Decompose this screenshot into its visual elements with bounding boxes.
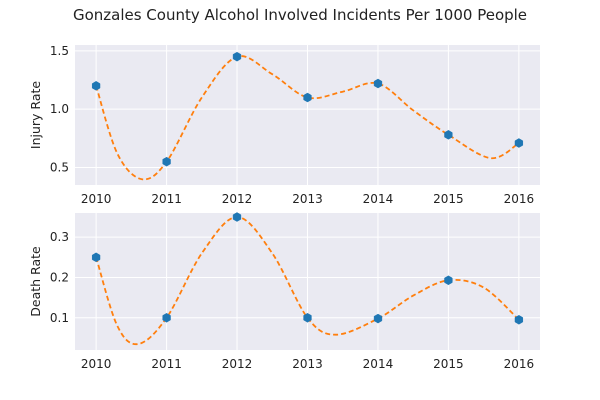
death-xtick-label: 2012 bbox=[222, 357, 253, 371]
death-data-point bbox=[162, 313, 171, 323]
injury-data-point bbox=[232, 51, 242, 62]
death-xtick-label: 2016 bbox=[504, 357, 535, 371]
death-ytick-label: 0.2 bbox=[50, 270, 69, 284]
injury-data-point bbox=[444, 130, 453, 140]
death-data-point bbox=[303, 313, 312, 323]
injury-ylabel: Injury Rate bbox=[28, 81, 43, 149]
death-ylabel: Death Rate bbox=[28, 246, 43, 317]
injury-data-point bbox=[514, 138, 524, 148]
death-xtick-label: 2015 bbox=[433, 357, 464, 371]
death-data-point bbox=[444, 275, 453, 286]
injury-xtick-label: 2012 bbox=[222, 192, 253, 206]
death-fit-curve bbox=[95, 216, 520, 346]
death-data-point bbox=[91, 252, 101, 263]
injury-fit-curve bbox=[95, 55, 520, 181]
injury-data-point bbox=[373, 78, 383, 89]
death-xtick-label: 2011 bbox=[151, 357, 182, 371]
injury-xtick-label: 2011 bbox=[151, 192, 182, 206]
injury-xtick-label: 2014 bbox=[363, 192, 394, 206]
injury-data-point bbox=[162, 156, 171, 167]
death-data-point bbox=[232, 212, 242, 222]
injury-xtick-label: 2015 bbox=[433, 192, 464, 206]
injury-data-point bbox=[91, 81, 101, 91]
death-data-point bbox=[514, 315, 524, 325]
death-xtick-label: 2014 bbox=[363, 357, 394, 371]
injury-ytick-label: 0.5 bbox=[50, 161, 69, 175]
injury-ytick-label: 1.5 bbox=[50, 44, 69, 58]
death-xtick-label: 2010 bbox=[81, 357, 112, 371]
injury-data-point bbox=[303, 92, 312, 103]
death-ytick-label: 0.1 bbox=[50, 311, 69, 325]
injury-xtick-label: 2016 bbox=[504, 192, 535, 206]
death-data-point bbox=[373, 313, 383, 324]
injury-xtick-label: 2010 bbox=[81, 192, 112, 206]
death-ytick-label: 0.3 bbox=[50, 230, 69, 244]
injury-xtick-label: 2013 bbox=[292, 192, 323, 206]
chart-title: Gonzales County Alcohol Involved Inciden… bbox=[72, 6, 528, 24]
injury-ytick-label: 1.0 bbox=[50, 102, 69, 116]
death-xtick-label: 2013 bbox=[292, 357, 323, 371]
